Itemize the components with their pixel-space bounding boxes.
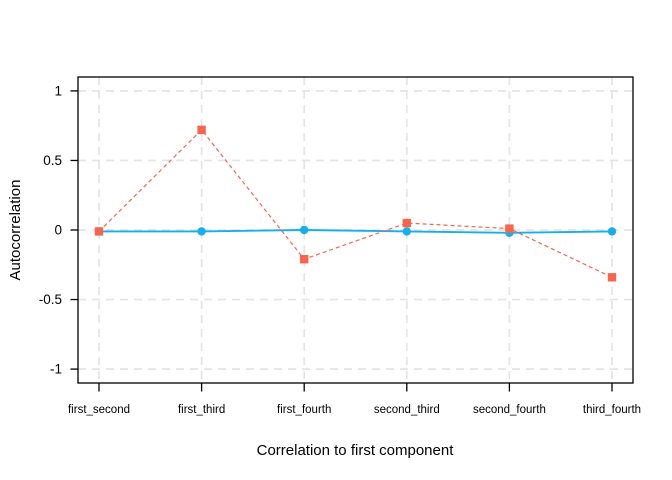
series-layer xyxy=(94,125,617,282)
y-tick-label: 1 xyxy=(54,83,62,98)
data-point-blue-solid-circles xyxy=(402,227,411,236)
data-point-red-dashed-squares xyxy=(607,273,617,282)
data-point-red-dashed-squares xyxy=(300,255,309,264)
y-axis-title: Autocorrelation xyxy=(7,180,24,281)
y-tick-label: 0.5 xyxy=(43,153,62,168)
grid-layer xyxy=(78,77,633,383)
data-point-red-dashed-squares xyxy=(94,227,104,236)
label-layer: Autocorrelation Correlation to first com… xyxy=(7,180,454,459)
x-category-label: first_fourth xyxy=(277,404,331,416)
x-category-label: first_third xyxy=(178,404,225,416)
data-point-blue-solid-circles xyxy=(197,227,206,236)
y-tick-label: -1 xyxy=(50,362,62,377)
x-category-label: second_fourth xyxy=(473,404,546,416)
series-line-blue-solid-circles xyxy=(99,229,613,234)
data-point-blue-solid-circles xyxy=(607,227,617,236)
y-tick-label: -0.5 xyxy=(39,292,62,307)
series-line-red-dashed-squares xyxy=(98,128,613,278)
data-point-red-dashed-squares xyxy=(402,218,411,228)
data-point-red-dashed-squares xyxy=(197,125,206,135)
x-category-label: second_third xyxy=(374,404,440,416)
data-point-red-dashed-squares xyxy=(505,224,514,233)
y-tick-label: 0 xyxy=(54,223,62,238)
x-category-label: first_second xyxy=(68,404,130,416)
data-point-blue-solid-circles xyxy=(300,225,309,235)
x-category-label: third_fourth xyxy=(583,404,641,416)
x-axis-title: Correlation to first component xyxy=(257,442,455,459)
tick-layer: 1 0.5 0 -0.5 -1 first_second first_third first_… xyxy=(39,83,641,416)
